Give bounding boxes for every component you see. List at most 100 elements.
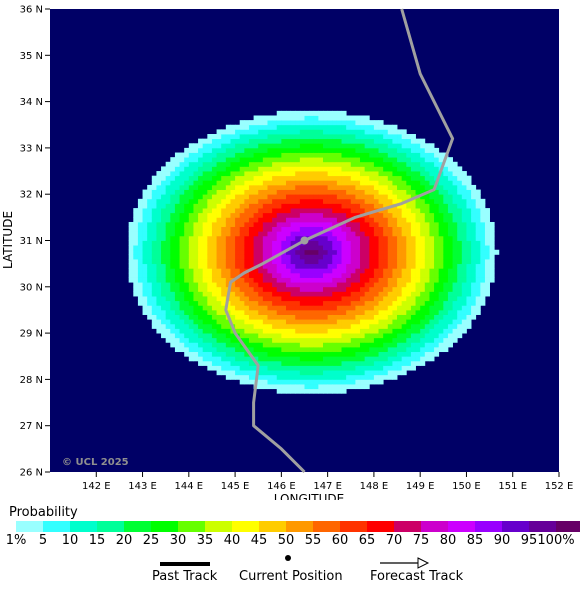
probability-cell: [230, 346, 236, 353]
probability-cell: [313, 189, 319, 195]
probability-cell: [355, 221, 361, 228]
probability-cell: [221, 346, 227, 353]
probability-cell: [216, 226, 222, 232]
probability-cell: [406, 300, 412, 306]
probability-cell: [295, 319, 301, 325]
probability-cell: [327, 286, 333, 292]
probability-cell: [443, 333, 449, 339]
probability-cell: [350, 152, 356, 158]
probability-cell: [290, 194, 296, 200]
probability-cell: [179, 212, 185, 218]
probability-cell: [332, 189, 338, 195]
probability-cell: [355, 235, 361, 241]
probability-cell: [285, 184, 292, 190]
probability-cell: [276, 194, 282, 200]
legend-swatch: [151, 521, 178, 532]
probability-cell: [392, 263, 398, 269]
probability-cell: [360, 291, 366, 297]
probability-cell: [211, 272, 217, 278]
probability-cell: [299, 263, 305, 269]
probability-cell: [341, 379, 347, 385]
probability-cell: [142, 286, 148, 292]
probability-cell: [327, 356, 333, 362]
probability-cell: [420, 184, 426, 190]
probability-cell: [346, 157, 352, 163]
probability-cell: [424, 221, 430, 228]
probability-cell: [355, 138, 361, 144]
probability-cell: [285, 291, 292, 297]
probability-cell: [447, 203, 453, 209]
probability-cell: [184, 212, 190, 218]
probability-cell: [262, 189, 268, 195]
probability-cell: [447, 249, 453, 255]
probability-cell: [304, 328, 310, 334]
probability-cell: [267, 277, 273, 283]
probability-cell: [452, 268, 458, 274]
probability-cell: [410, 198, 416, 204]
probability-cell: [318, 337, 324, 343]
probability-cell: [397, 351, 403, 357]
probability-cell: [480, 263, 486, 269]
probability-cell: [461, 212, 467, 218]
probability-cell: [461, 282, 467, 288]
probability-cell: [244, 175, 250, 181]
probability-cell: [392, 134, 398, 140]
probability-cell: [299, 384, 305, 390]
probability-cell: [230, 175, 236, 181]
probability-cell: [420, 314, 426, 320]
probability-cell: [202, 180, 208, 186]
probability-cell: [216, 337, 222, 343]
probability-cell: [304, 370, 310, 376]
probability-cell: [161, 305, 167, 311]
probability-cell: [137, 268, 143, 274]
probability-cell: [248, 346, 254, 353]
probability-cell: [309, 212, 315, 218]
probability-cell: [309, 203, 315, 209]
probability-cell: [475, 240, 481, 246]
probability-cell: [299, 300, 305, 306]
probability-cell: [272, 240, 278, 246]
probability-cell: [276, 198, 282, 204]
probability-cell: [285, 374, 292, 380]
probability-cell: [170, 268, 176, 274]
probability-cell: [170, 221, 176, 228]
probability-cell: [406, 212, 412, 218]
probability-cell: [401, 370, 407, 376]
probability-cell: [276, 124, 282, 130]
probability-cell: [161, 296, 167, 302]
probability-cell: [429, 166, 435, 172]
probability-cell: [447, 221, 453, 228]
legend-swatch: [367, 521, 394, 532]
probability-cell: [165, 203, 171, 209]
x-tick-label: 146 E: [267, 481, 296, 492]
probability-cell: [350, 337, 356, 343]
probability-cell: [484, 235, 490, 241]
probability-cell: [434, 217, 440, 223]
probability-cell: [128, 263, 134, 269]
probability-cell: [332, 286, 338, 292]
probability-cell: [165, 309, 171, 315]
probability-cell: [420, 157, 426, 163]
probability-cell: [304, 198, 310, 204]
probability-cell: [174, 194, 180, 200]
probability-cell: [161, 226, 167, 232]
probability-cell: [239, 217, 245, 223]
probability-cell: [281, 272, 287, 278]
probability-cell: [165, 323, 171, 329]
probability-cell: [355, 309, 361, 315]
probability-cell: [360, 300, 366, 306]
probability-cell: [202, 309, 208, 315]
probability-cell: [211, 342, 217, 348]
probability-cell: [447, 235, 453, 241]
probability-cell: [281, 346, 287, 353]
probability-cell: [207, 259, 213, 265]
probability-cell: [387, 147, 393, 153]
probability-cell: [466, 254, 472, 260]
probability-cell: [299, 305, 305, 311]
probability-cell: [221, 212, 227, 218]
probability-cell: [369, 342, 375, 348]
probability-cell: [397, 356, 403, 362]
probability-cell: [253, 166, 259, 172]
probability-cell: [299, 342, 305, 348]
probability-cell: [424, 296, 430, 302]
